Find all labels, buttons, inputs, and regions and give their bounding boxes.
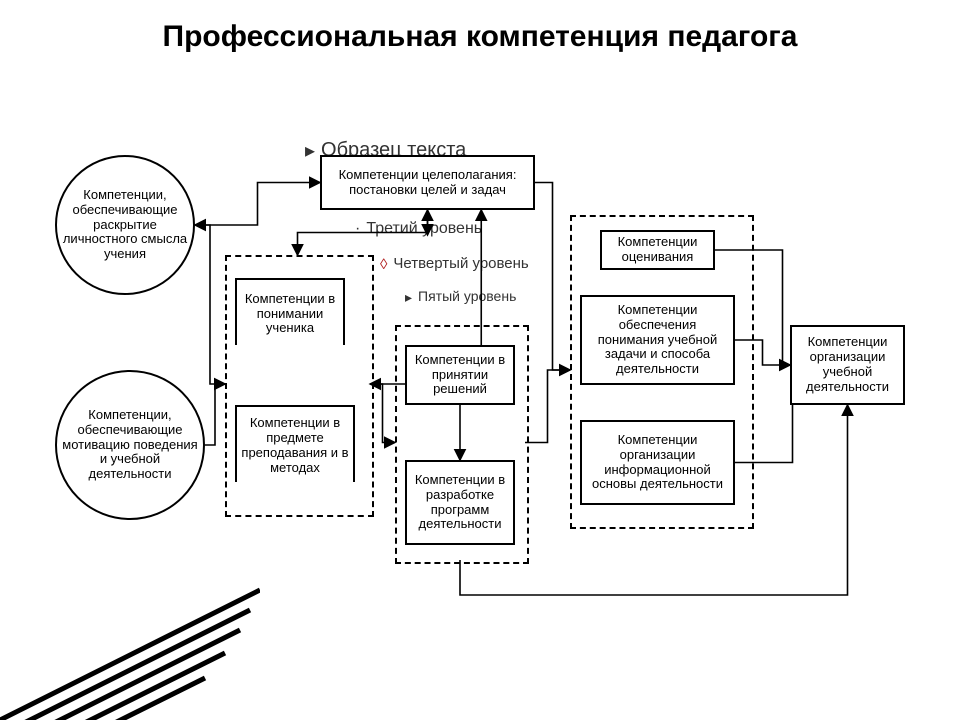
node-label: Компетенции в разработке программ деятел… [410, 473, 510, 533]
node-label: Компетенции, обеспечивающие раскрытие ли… [60, 188, 190, 263]
node-information-basis: Компетенции организации информационной о… [580, 420, 735, 505]
node-label: Компетенции в понимании ученика [240, 292, 340, 337]
node-label: Компетенции обеспечения понимания учебно… [585, 303, 730, 378]
node-learning-task: Компетенции обеспечения понимания учебно… [580, 295, 735, 385]
node-label: Компетенции целеполагания: постановки це… [325, 168, 530, 198]
node-label: Компетенции, обеспечивающие мотивацию по… [60, 408, 200, 483]
node-label: Компетенции в предмете преподавания и в … [240, 416, 350, 476]
node-label: Компетенции оценивания [605, 235, 710, 265]
node-decisions: Компетенции в принятии решений [405, 345, 515, 405]
node-organization: Компетенции организации учебной деятельн… [790, 325, 905, 405]
node-label: Компетенции организации информационной о… [585, 433, 730, 493]
node-competence-motivation: Компетенции, обеспечивающие мотивацию по… [55, 370, 205, 520]
node-assessment: Компетенции оценивания [600, 230, 715, 270]
node-programs: Компетенции в разработке программ деятел… [405, 460, 515, 545]
corner-decoration [0, 560, 260, 720]
node-label: Компетенции организации учебной деятельн… [795, 335, 900, 395]
node-competence-meaning: Компетенции, обеспечивающие раскрытие ли… [55, 155, 195, 295]
diagram-canvas: Профессиональная компетенция педагога ▸О… [0, 0, 960, 720]
node-understanding-pupil: Компетенции в понимании ученика [235, 278, 345, 348]
node-goal-setting: Компетенции целеполагания: постановки це… [320, 155, 535, 210]
node-subject-methods: Компетенции в предмете преподавания и в … [235, 405, 355, 485]
node-label: Компетенции в принятии решений [410, 353, 510, 398]
